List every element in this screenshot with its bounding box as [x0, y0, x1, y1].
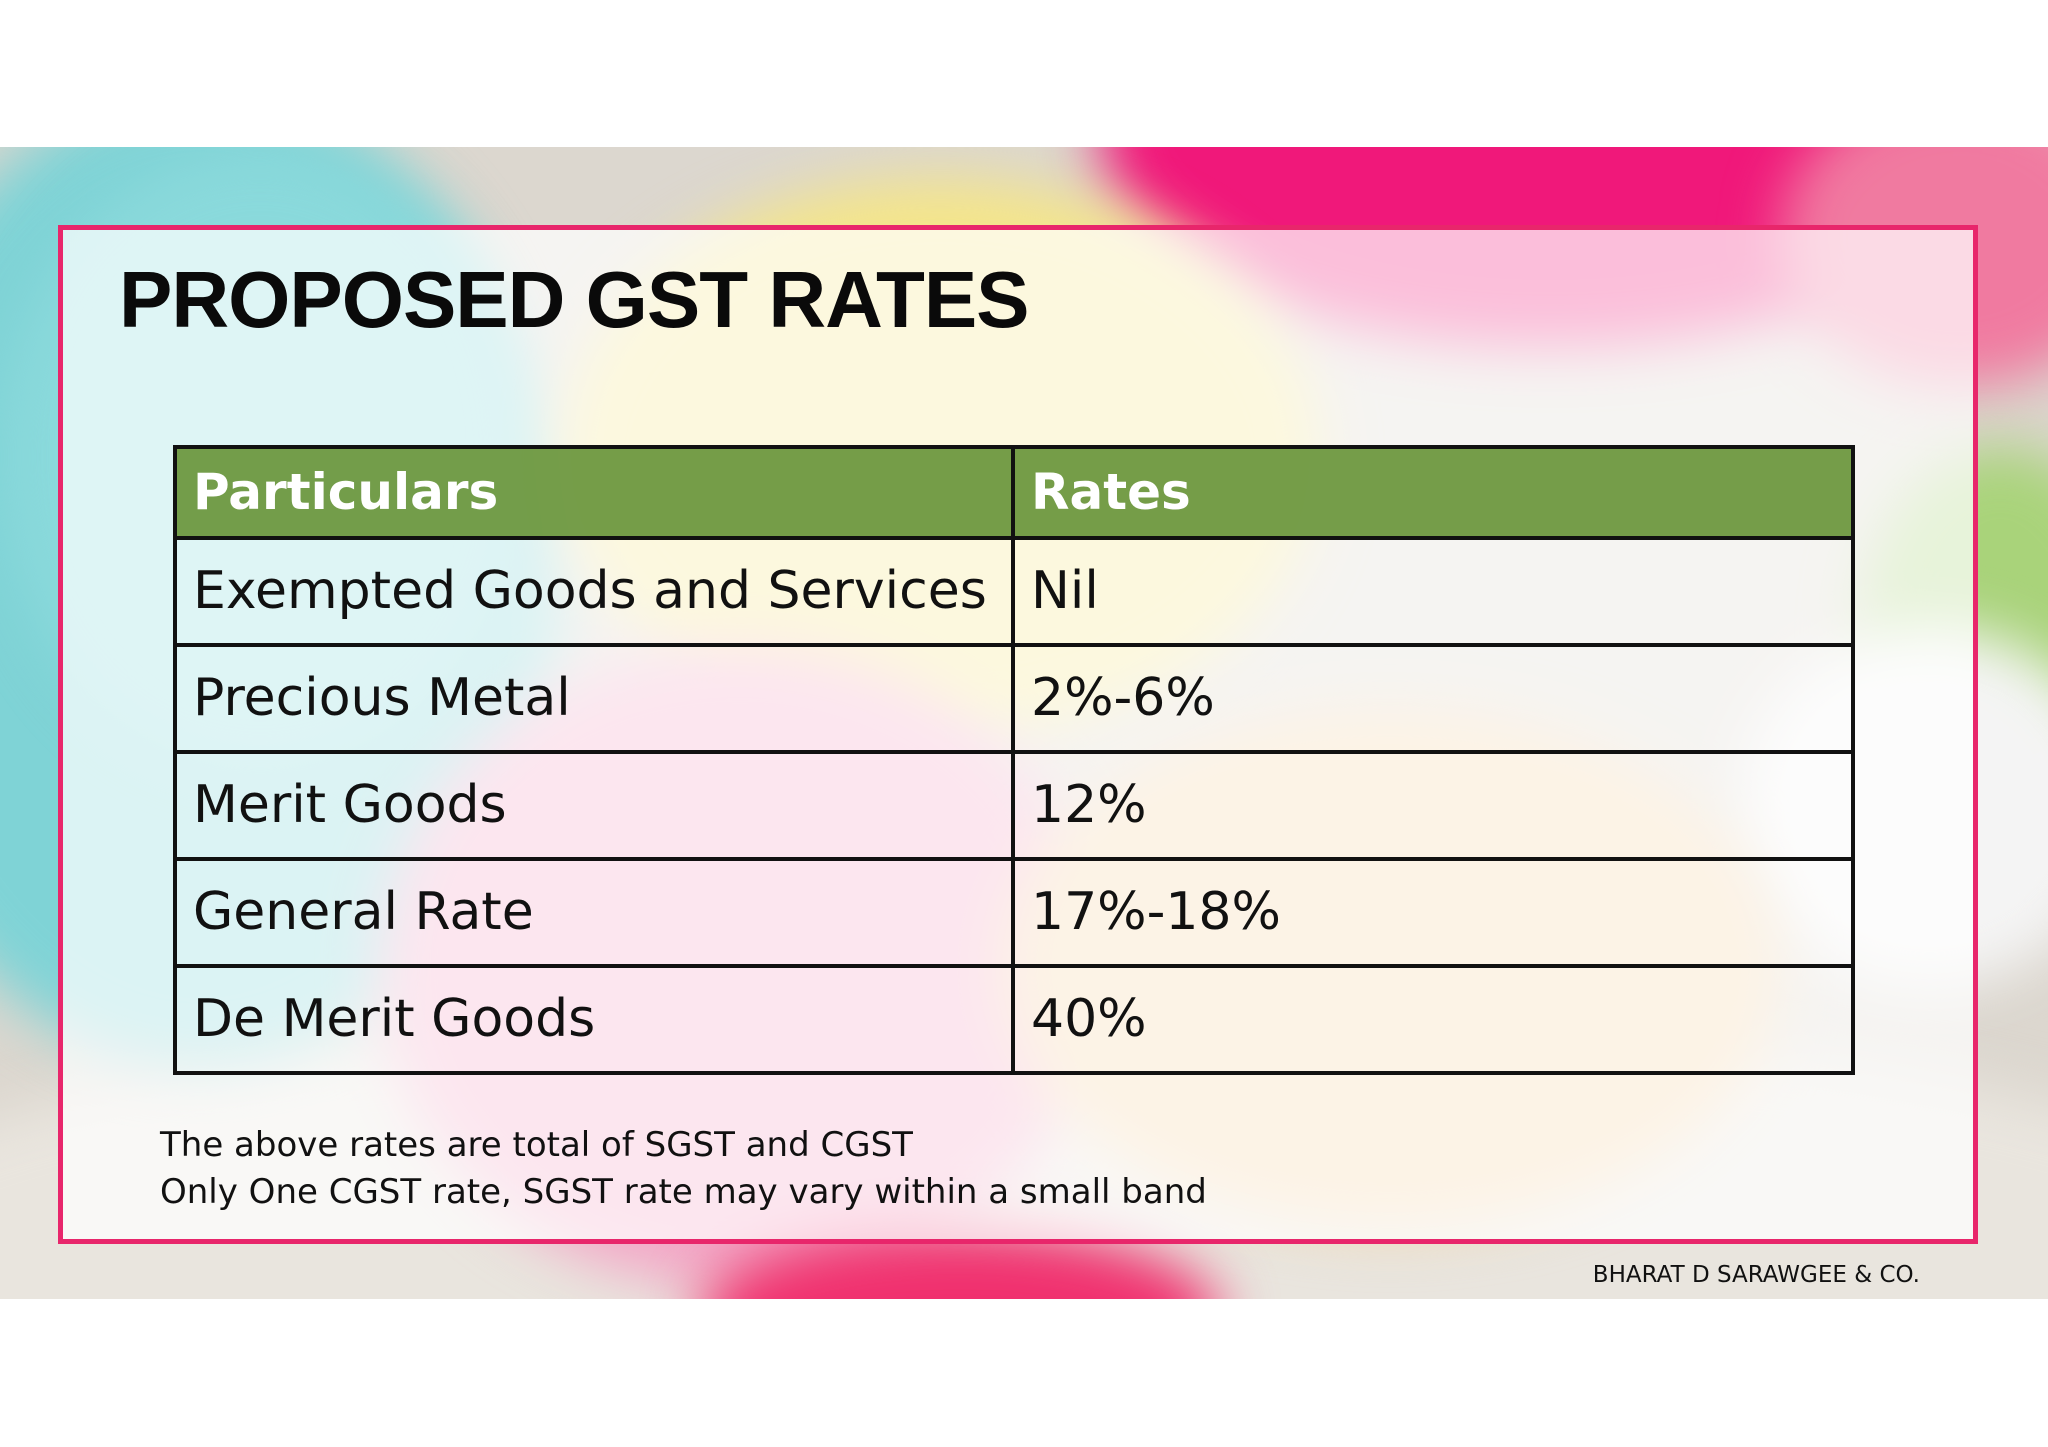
table-row: General Rate 17%-18%: [173, 857, 1855, 968]
footnote-cgst-band: Only One CGST rate, SGST rate may vary w…: [160, 1172, 1207, 1212]
company-credit: BHARAT D SARAWGEE & CO.: [1592, 1262, 1920, 1288]
table-row: De Merit Goods 40%: [173, 964, 1855, 1075]
content-panel: PROPOSED GST RATES Particulars Rates Exe…: [58, 225, 1978, 1244]
table-header-row: Particulars Rates: [173, 445, 1855, 540]
table-row: Merit Goods 12%: [173, 750, 1855, 861]
footnotes: The above rates are total of SGST and CG…: [160, 1122, 1207, 1216]
rates-table: Particulars Rates Exempted Goods and Ser…: [173, 445, 1855, 1075]
rate-cell: 40%: [1011, 964, 1855, 1075]
particular-cell: General Rate: [173, 857, 1015, 968]
particular-cell: Precious Metal: [173, 643, 1015, 754]
footnote-total-rates: The above rates are total of SGST and CG…: [160, 1125, 913, 1165]
column-header-particulars: Particulars: [173, 445, 1015, 540]
particular-cell: Exempted Goods and Services: [173, 536, 1015, 647]
rate-cell: 2%-6%: [1011, 643, 1855, 754]
particular-cell: De Merit Goods: [173, 964, 1015, 1075]
table-row: Exempted Goods and Services Nil: [173, 536, 1855, 647]
particular-cell: Merit Goods: [173, 750, 1015, 861]
rate-cell: 17%-18%: [1011, 857, 1855, 968]
table-row: Precious Metal 2%-6%: [173, 643, 1855, 754]
column-header-rates: Rates: [1011, 445, 1855, 540]
rate-cell: 12%: [1011, 750, 1855, 861]
page-title: PROPOSED GST RATES: [119, 255, 1030, 344]
rate-cell: Nil: [1011, 536, 1855, 647]
